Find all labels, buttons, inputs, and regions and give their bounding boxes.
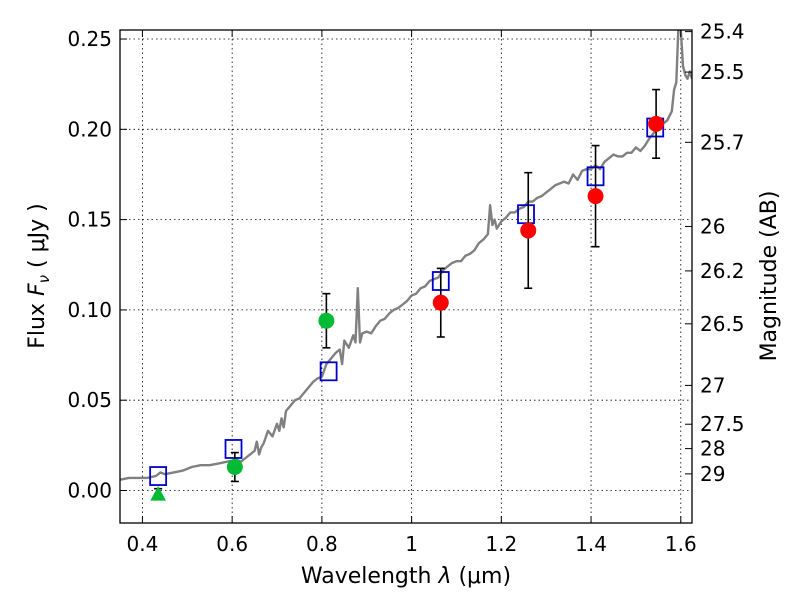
x-axis-label: Wavelength λ (μm) xyxy=(301,564,511,589)
y2-axis-label: Magnitude (AB) xyxy=(757,191,782,362)
model-square-marker xyxy=(149,466,168,486)
y-axis-label: Flux Fν ( μJy ) xyxy=(25,203,53,348)
x-tick-label: 1.6 xyxy=(665,532,697,556)
y2-tick-label: 25.7 xyxy=(700,130,745,154)
plot-contents xyxy=(120,30,692,501)
upper-limit-triangle xyxy=(150,486,166,501)
model-square-marker xyxy=(319,361,338,382)
y-tick-label: 0.20 xyxy=(67,117,112,141)
y-tick-label: 0.05 xyxy=(67,388,112,412)
y2-tick-label: 27 xyxy=(700,373,725,397)
y-tick-label: 0.00 xyxy=(67,478,112,502)
grid xyxy=(120,30,692,523)
x-tick-label: 0.8 xyxy=(306,532,338,556)
model-square-marker xyxy=(224,439,243,459)
x-tick-label: 1.4 xyxy=(575,532,607,556)
observed-point xyxy=(432,294,449,311)
y-tick-label: 0.25 xyxy=(67,27,112,51)
y2-tick-label: 28 xyxy=(700,437,725,461)
x-tick-label: 0.4 xyxy=(127,532,159,556)
y2-tick-label: 25.4 xyxy=(700,20,745,44)
x-tick-label: 0.6 xyxy=(216,532,248,556)
y2-tick-label: 29 xyxy=(700,462,725,486)
x-tick-label: 1 xyxy=(405,532,418,556)
plot-frame xyxy=(119,29,693,524)
y-tick-label: 0.15 xyxy=(67,208,112,232)
y2-tick-label: 27.5 xyxy=(700,412,745,436)
x-tick-label: 1.2 xyxy=(485,532,517,556)
observed-point xyxy=(587,188,604,205)
observed-point xyxy=(520,222,537,239)
y2-tick-label: 26.5 xyxy=(700,312,745,336)
plot-area xyxy=(120,30,692,501)
y2-tick-label: 26 xyxy=(700,214,725,238)
observed-point xyxy=(648,115,665,132)
axes: 0.4 0.6 0.8 1 1.2 1.4 1.6 0.00 0.05 0.10 0.15 0.20 0… xyxy=(67,20,744,556)
y2-tick-label: 26.2 xyxy=(700,259,745,283)
y2-tick-label: 25.5 xyxy=(700,60,745,84)
y-tick-label: 0.10 xyxy=(67,298,112,322)
observed-point xyxy=(226,459,243,476)
spectrum-line xyxy=(120,30,692,481)
observed-point xyxy=(318,312,335,329)
